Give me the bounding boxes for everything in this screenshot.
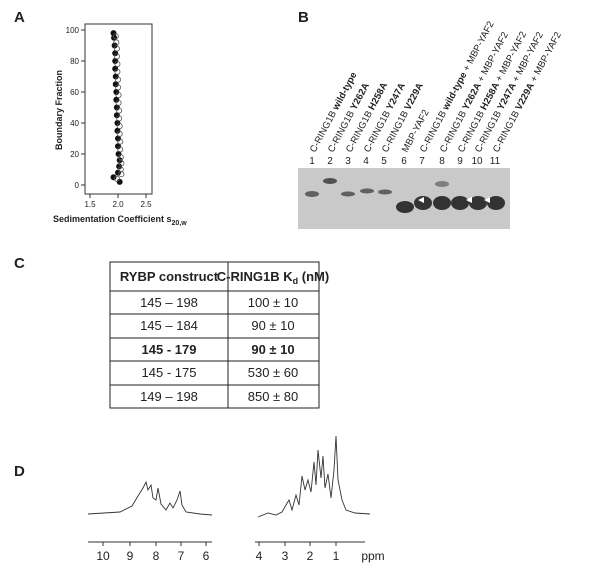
panel-letter: D xyxy=(14,463,25,480)
ppm-tick-label: 10 xyxy=(96,549,110,563)
ppm-tick-label: 7 xyxy=(178,549,185,563)
ppm-tick-label: 4 xyxy=(256,549,263,563)
data-point xyxy=(117,138,124,145)
y-tick-label: 80 xyxy=(70,57,79,66)
table-cell: 100 ± 10 xyxy=(248,295,299,310)
data-point xyxy=(115,84,122,91)
ppm-tick-label: 2 xyxy=(307,549,314,563)
y-tick-label: 0 xyxy=(75,181,80,190)
table xyxy=(109,261,320,409)
data-point xyxy=(115,92,122,99)
lane-number: 4 xyxy=(363,156,369,167)
ppm-tick-label: 1 xyxy=(333,549,340,563)
data-point xyxy=(114,68,121,75)
table-cell: 145 - 179 xyxy=(142,342,197,357)
lane-number: 2 xyxy=(327,156,333,167)
x-tick-label: 2.0 xyxy=(112,200,124,209)
x-axis-label-main: Sedimentation Coefficient s xyxy=(53,214,172,224)
panel-letter: C xyxy=(14,255,25,272)
data-point xyxy=(112,33,119,40)
ppm-unit: ppm xyxy=(361,549,384,563)
lane-number: 6 xyxy=(401,156,407,167)
gel-bands xyxy=(305,178,505,213)
ppm-tick-label: 9 xyxy=(127,549,134,563)
data-point xyxy=(115,76,122,83)
lane-number: 1 xyxy=(309,156,315,167)
data-point xyxy=(117,146,124,153)
x-tick-label: 2.5 xyxy=(140,200,152,209)
spectrum xyxy=(87,435,371,518)
table-cell: 850 ± 80 xyxy=(248,389,299,404)
data-point xyxy=(113,175,120,182)
data-point xyxy=(117,154,124,161)
data-point xyxy=(113,45,120,52)
data-point xyxy=(116,157,123,164)
lane-number: 5 xyxy=(381,156,387,167)
data-point xyxy=(117,166,124,173)
lane-number: 9 xyxy=(457,156,463,167)
y-axis-label: Boundary Fraction xyxy=(54,70,64,150)
lane-number: 8 xyxy=(439,156,445,167)
header-part: C-RING1B K xyxy=(217,269,293,284)
y-tick-label: 100 xyxy=(66,26,80,35)
lane-number: 10 xyxy=(471,156,483,167)
table-cell: 145 – 198 xyxy=(140,295,198,310)
data-point xyxy=(113,53,120,60)
y-tick-label: 20 xyxy=(70,150,79,159)
ppm-tick-label: 8 xyxy=(153,549,160,563)
lane-number: 3 xyxy=(345,156,351,167)
data-point xyxy=(110,174,117,181)
table-cell: 90 ± 10 xyxy=(251,342,294,357)
data-point xyxy=(116,107,123,114)
data-point xyxy=(118,171,125,178)
data-point xyxy=(114,61,121,68)
arrows xyxy=(418,197,490,203)
data-point xyxy=(116,178,123,185)
data-point xyxy=(115,169,122,176)
data-point xyxy=(116,115,123,122)
data-point xyxy=(113,39,120,46)
panel-letter: B xyxy=(298,9,309,26)
table-cell: 90 ± 10 xyxy=(251,318,294,333)
y-tick-label: 40 xyxy=(70,119,79,128)
data-point xyxy=(116,123,123,130)
table-cell: 530 ± 60 xyxy=(248,365,299,380)
x-axis-label-sub: 20,w xyxy=(172,220,188,227)
x-tick-label: 1.5 xyxy=(84,200,96,209)
data-point xyxy=(115,99,122,106)
header-part: (nM) xyxy=(298,269,329,284)
ppm-tick-label: 3 xyxy=(282,549,289,563)
table-cell: 149 – 198 xyxy=(140,389,198,404)
table-header: RYBP construct xyxy=(120,269,219,284)
y-tick-label: 60 xyxy=(70,88,79,97)
lane-number: 7 xyxy=(419,156,425,167)
data-point xyxy=(118,160,125,167)
lane-number: 11 xyxy=(490,156,501,167)
panel-letter: A xyxy=(14,9,25,26)
x-axis-label: Sedimentation Coefficient s20,w xyxy=(53,214,187,227)
ppm-tick-label: 6 xyxy=(203,549,210,563)
table-cell: 145 - 175 xyxy=(142,365,197,380)
table-header: C-RING1B Kd (nM) xyxy=(217,269,329,286)
header-sub: d xyxy=(293,276,299,286)
table-cell: 145 – 184 xyxy=(140,318,198,333)
data-point xyxy=(116,130,123,137)
